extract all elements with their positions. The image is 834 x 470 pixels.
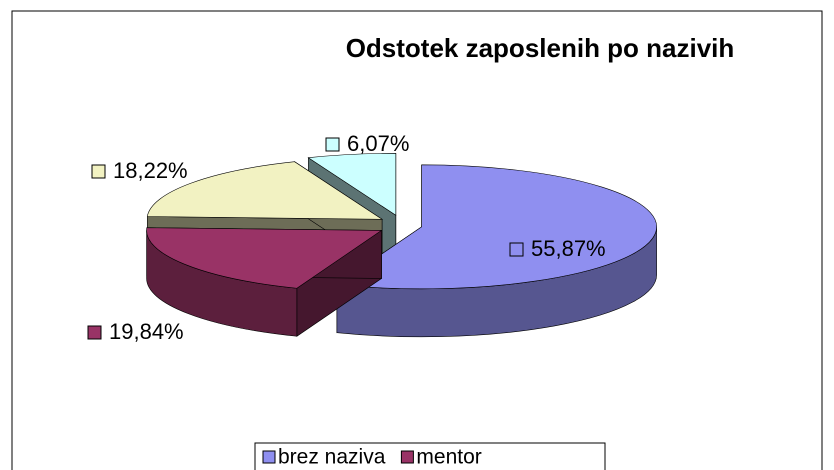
legend-label: brez naziva [278,446,386,469]
data-label: 6,07% [347,131,409,156]
legend-box [254,442,606,470]
data-label: 18,22% [113,158,188,183]
slice [146,227,383,289]
legend-key [262,450,276,464]
slice [307,152,397,216]
legend-key [400,450,414,464]
label-key [325,137,340,152]
label-key [91,164,106,179]
label-key [87,325,102,340]
slice [336,164,657,290]
slice [146,161,384,220]
legend-label: mentor [416,446,481,469]
data-label: 19,84% [109,319,184,344]
label-key [509,242,524,257]
data-label: 55,87% [531,236,606,261]
chart-title: Odstotek zaposlenih po nazivih [346,33,735,63]
